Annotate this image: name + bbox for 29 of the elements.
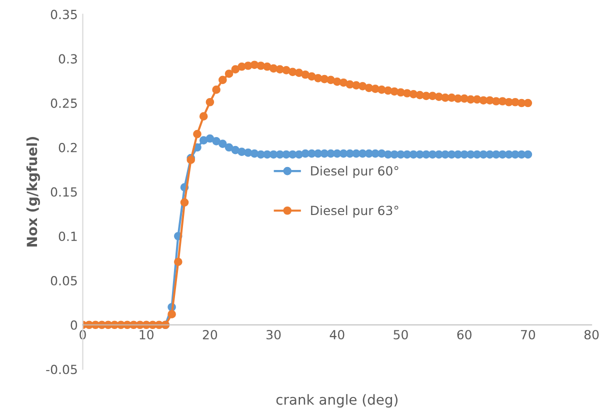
y-tick-label: 0.35 — [50, 10, 77, 20]
x-tick-label: 40 — [330, 330, 344, 340]
point — [206, 134, 214, 143]
y-axis-title: Nox (g/kgfuel) — [26, 136, 40, 246]
point — [224, 143, 234, 152]
x-tick-label: 20 — [202, 330, 218, 340]
y-tick-label: 0.1 — [58, 232, 77, 242]
x-tick-label: 60 — [457, 330, 472, 340]
point — [524, 150, 532, 159]
x-tick-label: 70 — [521, 330, 536, 340]
point — [244, 148, 252, 157]
y-tick-label: 0 — [70, 320, 78, 330]
y-tick-label: 0.15 — [50, 187, 77, 197]
point — [199, 136, 208, 144]
y-tick-label: -0.05 — [46, 364, 77, 374]
x-tick-label: 0 — [80, 330, 86, 340]
x-tick-label: 30 — [266, 330, 281, 340]
y-tick-label: 0.2 — [58, 142, 77, 152]
legend-label: Diesel pur 60° — [311, 166, 398, 178]
x-tick-label: 50 — [394, 330, 408, 340]
x-axis-title: crank angle (deg) — [276, 394, 398, 408]
point — [212, 137, 220, 146]
y-tick-label: 0.3 — [58, 54, 77, 64]
y-tick-label: 0.25 — [50, 98, 77, 108]
x-tick-label: 10 — [140, 330, 154, 340]
y-tick-label: 0.05 — [50, 276, 77, 286]
legend-label: Diesel pur 63° — [311, 206, 398, 218]
x-tick-label: 80 — [584, 330, 599, 340]
point — [218, 140, 227, 148]
